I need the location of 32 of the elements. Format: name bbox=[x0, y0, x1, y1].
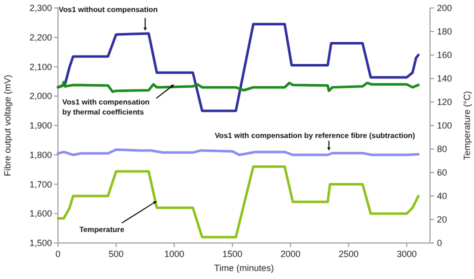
y2-tick-label: 40 bbox=[437, 191, 448, 201]
y2-tick-label: 60 bbox=[437, 168, 448, 178]
y-axis-title: Fibre output voltage (mV) bbox=[2, 74, 12, 176]
y-tick-label: 1,700 bbox=[29, 179, 52, 190]
line-series bbox=[56, 80, 420, 93]
y2-tick-label: 120 bbox=[437, 97, 452, 107]
y2-axis-title: Temperature (°C) bbox=[462, 90, 472, 160]
x-tick-label: 2500 bbox=[338, 249, 359, 259]
x-tick-label: 2000 bbox=[280, 249, 301, 259]
y-tick-label: 1,600 bbox=[29, 208, 52, 219]
y-tick-label: 2,300 bbox=[29, 3, 52, 13]
x-tick-label: 3000 bbox=[396, 249, 417, 259]
y2-tick-label: 80 bbox=[437, 144, 448, 154]
x-tick-label: 0 bbox=[55, 249, 61, 259]
y2-tick-label: 180 bbox=[437, 26, 452, 36]
y2-tick-label: 140 bbox=[437, 74, 452, 84]
y2-tick-label: 200 bbox=[437, 3, 452, 13]
x-axis-title: Time (minutes) bbox=[214, 263, 274, 273]
y2-tick-label: 160 bbox=[437, 50, 452, 60]
y-tick-label: 2,000 bbox=[29, 91, 52, 102]
y2-tick-label: 20 bbox=[437, 214, 448, 224]
line-series bbox=[56, 165, 420, 238]
y2-tick-label: 0 bbox=[437, 238, 442, 248]
y-tick-label: 2,200 bbox=[29, 32, 52, 42]
y-tick-label: 1,800 bbox=[29, 150, 52, 160]
x-tick-label: 500 bbox=[108, 249, 124, 259]
y-tick-label: 1,900 bbox=[29, 120, 52, 130]
y-tick-label: 2,100 bbox=[29, 62, 52, 72]
y-tick-label: 1,500 bbox=[29, 238, 52, 248]
x-tick-label: 1000 bbox=[164, 249, 184, 259]
y2-tick-label: 100 bbox=[437, 120, 452, 130]
x-tick-label: 1500 bbox=[222, 249, 242, 259]
